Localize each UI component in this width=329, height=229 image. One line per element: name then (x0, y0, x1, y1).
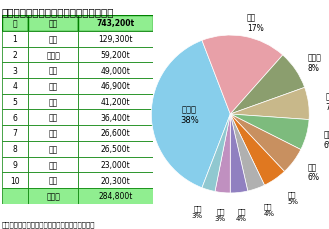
Text: 26,500t: 26,500t (101, 144, 131, 153)
Bar (28, 188, 78, 204)
Text: 福島: 福島 (48, 129, 58, 138)
Bar (2, 141, 28, 157)
Text: 9: 9 (12, 160, 17, 169)
Wedge shape (230, 56, 305, 114)
Bar (78, 79, 153, 94)
Wedge shape (215, 114, 230, 193)
Text: 長野: 長野 (48, 176, 58, 185)
Bar (2, 110, 28, 125)
Text: 全国のミニトマト　収穮量　トップ１０: 全国のミニトマト 収穮量 トップ１０ (2, 7, 114, 17)
Bar (78, 172, 153, 188)
Text: 茨城
7%: 茨城 7% (326, 92, 329, 111)
Text: 栃木: 栃木 (48, 113, 58, 122)
Bar (28, 16, 78, 32)
Bar (2, 157, 28, 172)
Text: 5: 5 (12, 98, 17, 106)
Text: 熊本: 熊本 (48, 35, 58, 44)
Bar (2, 125, 28, 141)
Text: 農林水産省　平成２８年産野菜生産出荷統計より: 農林水産省 平成２８年産野菜生産出荷統計より (2, 220, 95, 227)
Text: 愛知: 愛知 (48, 82, 58, 91)
Text: 3: 3 (12, 66, 17, 75)
Text: 千葉
6%: 千葉 6% (308, 162, 319, 182)
Bar (78, 110, 153, 125)
Bar (28, 172, 78, 188)
Text: 59,200t: 59,200t (101, 51, 131, 60)
Bar (2, 32, 28, 47)
Bar (28, 110, 78, 125)
Wedge shape (230, 114, 285, 185)
Text: 全国: 全国 (48, 19, 58, 28)
Bar (78, 141, 153, 157)
Text: 岐阜: 岐阜 (48, 144, 58, 153)
Bar (28, 125, 78, 141)
Bar (2, 94, 28, 110)
Text: 北海道
8%: 北海道 8% (308, 53, 321, 72)
Text: 20,300t: 20,300t (101, 176, 131, 185)
Wedge shape (230, 114, 309, 150)
Text: 10: 10 (10, 176, 19, 185)
Bar (2, 172, 28, 188)
Bar (2, 47, 28, 63)
Bar (78, 16, 153, 32)
Text: 26,600t: 26,600t (101, 129, 131, 138)
Text: 群馬: 群馬 (48, 160, 58, 169)
Text: 愛知
6%: 愛知 6% (323, 130, 329, 150)
Bar (78, 63, 153, 79)
Text: 743,200t: 743,200t (97, 19, 135, 28)
Bar (2, 63, 28, 79)
Text: 栃木
5%: 栃木 5% (288, 191, 298, 204)
Bar (78, 125, 153, 141)
Text: その他: その他 (46, 191, 60, 200)
Text: 6: 6 (12, 113, 17, 122)
Text: 長野
3%: 長野 3% (191, 204, 202, 218)
Bar (28, 94, 78, 110)
Bar (2, 16, 28, 32)
Bar (78, 94, 153, 110)
Bar (28, 63, 78, 79)
Text: 49,000t: 49,000t (101, 66, 131, 75)
Text: 46,900t: 46,900t (101, 82, 131, 91)
Bar (28, 157, 78, 172)
Text: その他
38%: その他 38% (180, 105, 199, 124)
Text: 福島
4%: 福島 4% (264, 203, 275, 216)
Text: 北海道: 北海道 (46, 51, 60, 60)
Wedge shape (230, 114, 248, 193)
Bar (28, 32, 78, 47)
Wedge shape (202, 36, 283, 114)
Bar (78, 157, 153, 172)
Text: 千葉: 千葉 (48, 98, 58, 106)
Wedge shape (202, 114, 230, 192)
Text: 41,200t: 41,200t (101, 98, 131, 106)
Bar (28, 141, 78, 157)
Text: 順: 順 (13, 19, 17, 28)
Wedge shape (230, 88, 309, 120)
Text: 2: 2 (13, 51, 17, 60)
Text: 4: 4 (12, 82, 17, 91)
Bar (2, 188, 28, 204)
Bar (28, 79, 78, 94)
Text: 284,800t: 284,800t (98, 191, 133, 200)
Text: 36,400t: 36,400t (101, 113, 131, 122)
Text: 熊本
17%: 熊本 17% (247, 14, 264, 33)
Text: 1: 1 (13, 35, 17, 44)
Bar (78, 47, 153, 63)
Wedge shape (151, 41, 230, 188)
Wedge shape (230, 114, 301, 172)
Wedge shape (230, 114, 265, 191)
Text: 7: 7 (12, 129, 17, 138)
Text: 群馬
3%: 群馬 3% (215, 208, 226, 221)
Bar (28, 47, 78, 63)
Text: 129,300t: 129,300t (98, 35, 133, 44)
Text: 茨城: 茨城 (48, 66, 58, 75)
Bar (78, 188, 153, 204)
Bar (78, 32, 153, 47)
Text: 23,000t: 23,000t (101, 160, 131, 169)
Bar (2, 79, 28, 94)
Text: 岐阜
4%: 岐阜 4% (236, 208, 247, 221)
Text: 8: 8 (13, 144, 17, 153)
